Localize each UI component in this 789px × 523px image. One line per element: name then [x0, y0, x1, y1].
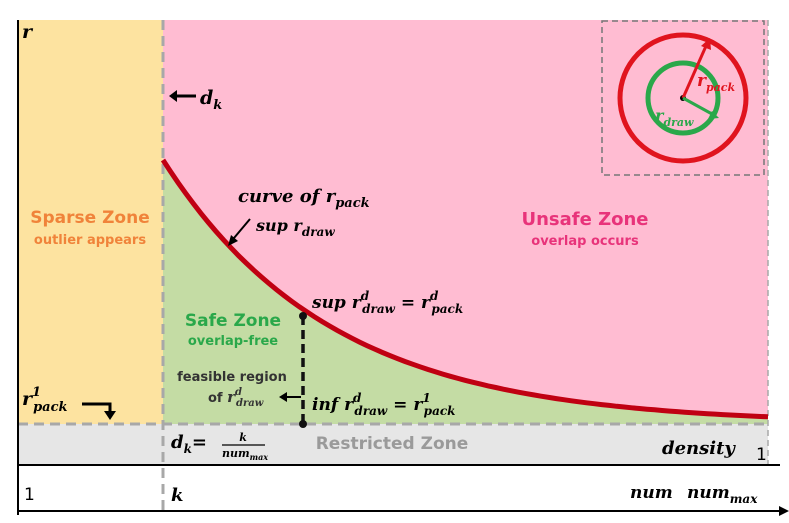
sup-equation: sup rd draw = rd pack [311, 289, 463, 316]
restricted-zone-region [18, 424, 768, 465]
r-pack-radius-head [701, 38, 711, 50]
safe-zone-title: Safe Zone [185, 311, 281, 331]
safe-zone-region [163, 160, 768, 424]
sparse-zone-region [18, 20, 163, 465]
r-draw-circle [645, 60, 721, 136]
x-axis-label: density [662, 438, 736, 459]
r-draw-radius-head [708, 111, 719, 119]
inset-r-pack-label: rpack [697, 71, 735, 94]
inset-r-draw-label: rdraw [655, 106, 694, 129]
feasible-region-label: feasible region [177, 370, 287, 385]
dk-formula-lhs: dk= [171, 432, 207, 456]
y-axis-label: r [22, 21, 34, 43]
feasible-region-of-label: of rd draw [208, 387, 264, 409]
r-draw-radius [682, 96, 713, 116]
curve-sup-label: sup rdraw [255, 216, 335, 239]
sparse-zone-subtitle: outlier appears [34, 233, 146, 248]
inf-point [299, 420, 307, 428]
r-pack-1-label: r1 pack [22, 385, 68, 415]
sparse-zone-title: Sparse Zone [30, 208, 149, 228]
safe-zone-subtitle: overlap-free [188, 334, 278, 349]
num-axis-arrow [779, 506, 789, 516]
unsafe-zone-subtitle: overlap occurs [531, 234, 639, 249]
r-pack-1-arrow-head [104, 411, 116, 420]
x-axis-end-label: 1 [756, 445, 767, 465]
num-max-label: nummax [687, 483, 758, 506]
curve-pointer-line [233, 218, 251, 239]
sup-point [299, 312, 307, 320]
feasible-arrow-head [279, 392, 287, 402]
num-axis-start-label: 1 [24, 485, 35, 505]
num-axis-num-label: num [630, 483, 673, 503]
dk-label: dk [200, 87, 222, 113]
restricted-zone-title: Restricted Zone [316, 434, 469, 454]
num-axis-k-label: k [171, 485, 183, 506]
curve-pointer-head [228, 235, 238, 246]
curve-label: curve of rpack [238, 186, 370, 211]
unsafe-zone-title: Unsafe Zone [521, 209, 648, 230]
r-pack-curve [160, 158, 769, 420]
r-pack-radius [681, 45, 708, 99]
inf-equation: inf rd draw = r1 pack [312, 391, 455, 418]
dk-formula-numerator: k [239, 431, 247, 444]
r-pack-circle [617, 32, 749, 164]
dk-formula-denominator: nummax [222, 447, 268, 462]
dk-arrow-head [169, 90, 177, 102]
r-pack-1-arrow [82, 402, 112, 412]
